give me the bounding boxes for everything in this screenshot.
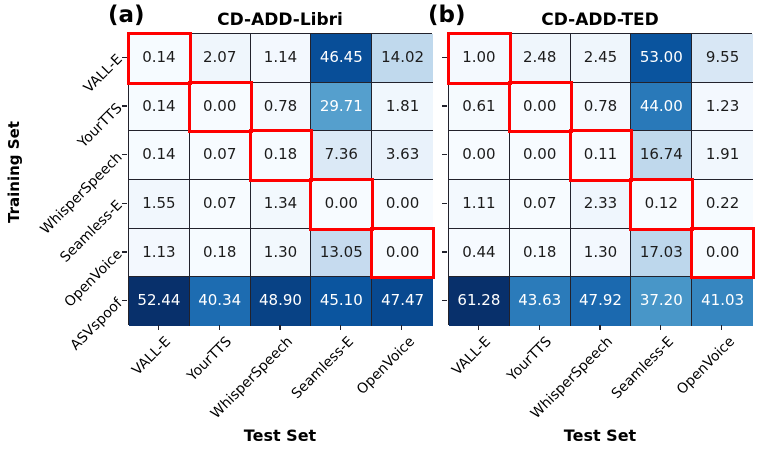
x-axis-label-a: Test Set xyxy=(243,426,317,445)
heatmap-cell: 29.71 xyxy=(311,82,373,132)
y-tick-mark xyxy=(122,300,127,302)
x-tick-mark xyxy=(599,325,601,330)
heatmap-cell: 53.00 xyxy=(631,34,693,83)
y-tick-mark xyxy=(122,154,127,156)
heatmap-cell: 43.63 xyxy=(509,277,571,326)
heatmap-cell: 0.14 xyxy=(129,34,190,83)
heatmap-cell: 0.22 xyxy=(692,180,753,229)
x-tick-mark xyxy=(538,325,540,330)
heatmap-cell: 0.00 xyxy=(509,82,571,132)
heatmap-cell: 1.23 xyxy=(692,82,753,132)
heatmap-cell: 0.00 xyxy=(509,131,571,180)
heatmap-cell: 9.55 xyxy=(692,34,753,83)
heatmap-cell: 16.74 xyxy=(631,131,693,180)
heatmap-cell: 48.90 xyxy=(250,277,312,326)
heatmap-cell: 0.78 xyxy=(250,82,312,132)
heatmap-cell: 0.14 xyxy=(129,82,190,132)
heatmap-cell: 1.91 xyxy=(692,131,753,180)
heatmap-cell: 0.07 xyxy=(189,131,251,180)
heatmap-cell: 0.00 xyxy=(372,180,433,229)
heatmap-cell: 46.45 xyxy=(311,34,373,83)
heatmap-cell: 1.81 xyxy=(372,82,433,132)
y-tick-mark xyxy=(442,251,447,253)
y-tick-mark xyxy=(442,56,447,58)
y-tick-mark xyxy=(442,202,447,204)
heatmap-cell: 0.12 xyxy=(631,180,693,229)
heatmap-cell: 7.36 xyxy=(311,131,373,180)
heatmap-cell: 2.07 xyxy=(189,34,251,83)
heatmap-cell: 47.92 xyxy=(570,277,632,326)
heatmap-cell: 41.03 xyxy=(692,277,753,326)
heatmap-grid-a: 0.14 2.07 1.14 46.45 14.02 0.14 0.00 0.78 29.71 1… xyxy=(127,32,435,326)
x-tick-mark xyxy=(340,325,342,330)
heatmap-cell: 0.00 xyxy=(372,228,433,278)
heatmap-cell: 2.33 xyxy=(570,180,632,229)
heatmap-cell: 13.05 xyxy=(311,228,373,278)
heatmap-cell: 0.18 xyxy=(189,228,251,278)
y-tick-mark xyxy=(442,154,447,156)
heatmap-cell: 3.63 xyxy=(372,131,433,180)
heatmap-cell: 0.18 xyxy=(509,228,571,278)
panel-title-a: CD-ADD-Libri xyxy=(217,10,343,30)
heatmap-cell: 0.00 xyxy=(189,82,251,132)
heatmap-cell: 0.00 xyxy=(449,131,510,180)
heatmap-cell: 2.48 xyxy=(509,34,571,83)
y-tick-mark xyxy=(122,105,127,107)
heatmap-cell: 0.07 xyxy=(189,180,251,229)
x-tick-mark xyxy=(218,325,220,330)
heatmap-cell: 44.00 xyxy=(631,82,693,132)
panel-title-b: CD-ADD-TED xyxy=(541,10,659,30)
x-tick-mark xyxy=(660,325,662,330)
x-tick-mark xyxy=(157,325,159,330)
x-tick-mark xyxy=(477,325,479,330)
y-tick-mark xyxy=(122,202,127,204)
heatmap-cell: 0.11 xyxy=(570,131,632,180)
heatmap-cell: 0.07 xyxy=(509,180,571,229)
heatmap-cell: 17.03 xyxy=(631,228,693,278)
y-tick-mark xyxy=(122,56,127,58)
heatmap-cell: 45.10 xyxy=(311,277,373,326)
heatmap-cell: 0.44 xyxy=(449,228,510,278)
heatmap-cell: 1.13 xyxy=(129,228,190,278)
heatmap-grid-b: 1.00 2.48 2.45 53.00 9.55 0.61 0.00 0.78 44.00 1.… xyxy=(447,32,755,326)
y-tick-mark xyxy=(442,300,447,302)
y-tick-mark xyxy=(442,105,447,107)
heatmap-cell: 1.30 xyxy=(250,228,312,278)
x-tick-mark xyxy=(721,325,723,330)
heatmap-cell: 0.61 xyxy=(449,82,510,132)
heatmap-cell: 2.45 xyxy=(570,34,632,83)
heatmap-cell: 0.00 xyxy=(692,228,753,278)
x-tick-mark xyxy=(279,325,281,330)
panel-tag-b: (b) xyxy=(428,2,466,28)
x-axis-label-b: Test Set xyxy=(563,426,637,445)
y-axis-label: Training Set xyxy=(5,121,23,223)
panel-tag-a: (a) xyxy=(108,2,145,28)
heatmap-cell: 0.14 xyxy=(129,131,190,180)
heatmap-cell: 47.47 xyxy=(372,277,433,326)
heatmap-cell: 0.78 xyxy=(570,82,632,132)
heatmap-cell: 0.00 xyxy=(311,180,373,229)
y-tick-mark xyxy=(122,251,127,253)
heatmap-cell: 61.28 xyxy=(449,277,510,326)
heatmap-cell: 1.14 xyxy=(250,34,312,83)
x-tick-mark xyxy=(401,325,403,330)
heatmap-cell: 40.34 xyxy=(189,277,251,326)
heatmap-cell: 1.11 xyxy=(449,180,510,229)
heatmap-cell: 1.34 xyxy=(250,180,312,229)
heatmap-cell: 52.44 xyxy=(129,277,190,326)
heatmap-cell: 1.30 xyxy=(570,228,632,278)
heatmap-cell: 1.00 xyxy=(449,34,510,83)
heatmap-cell: 14.02 xyxy=(372,34,433,83)
heatmap-cell: 1.55 xyxy=(129,180,190,229)
heatmap-cell: 37.20 xyxy=(631,277,693,326)
heatmap-cell: 0.18 xyxy=(250,131,312,180)
